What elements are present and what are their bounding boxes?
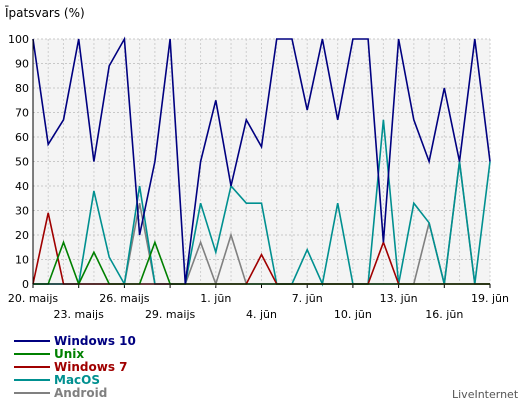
axes: [32, 39, 490, 285]
brand-label: LiveInternet: [452, 388, 519, 401]
y-tick-label: 70: [15, 107, 29, 120]
series-line-windows-10: [32, 36, 491, 285]
y-tick-label: 60: [15, 131, 29, 144]
y-tick-label: 10: [15, 254, 29, 267]
legend-label-macos: MacOS: [54, 373, 100, 387]
y-tick-label: 80: [15, 82, 29, 95]
legend-label-windows-10: Windows 10: [54, 334, 136, 348]
x-tick-label: 26. maijs: [99, 292, 150, 305]
x-tick-label: 7. jūn: [292, 292, 323, 305]
legend-label-android: Android: [54, 386, 107, 400]
y-tick-label: 20: [15, 229, 29, 242]
x-axis-labels: 20. maijs 26. maijs 1. jūn 7. jūn 13. jūn 19.…: [8, 284, 509, 321]
x-tick-label: 1. jūn: [200, 292, 231, 305]
legend-label-unix: Unix: [54, 347, 84, 361]
x-tick-label: 16. jūn: [425, 308, 463, 321]
x-tick-label: 20. maijs: [8, 292, 59, 305]
y-tick-label: 40: [15, 180, 29, 193]
grid: [32, 38, 491, 285]
chart-title: Īpatsvars (%): [5, 6, 85, 20]
x-tick-label: 19. jūn: [471, 292, 509, 305]
legend-label-windows-7: Windows 7: [54, 360, 127, 374]
y-tick-label: 50: [15, 156, 29, 169]
y-tick-label: 0: [22, 278, 29, 291]
y-tick-label: 30: [15, 205, 29, 218]
y-tick-label: 100: [8, 33, 29, 46]
x-tick-label: 10. jūn: [334, 308, 372, 321]
x-tick-label: 23. maijs: [54, 308, 105, 321]
x-tick-label: 4. jūn: [246, 308, 277, 321]
y-axis-labels: 0 10 20 30 40 50 60 70 80 90 100: [8, 33, 29, 291]
x-tick-label: 29. maijs: [145, 308, 196, 321]
y-tick-label: 90: [15, 58, 29, 71]
x-tick-label: 13. jūn: [380, 292, 418, 305]
series-line-macos: [33, 119, 491, 287]
